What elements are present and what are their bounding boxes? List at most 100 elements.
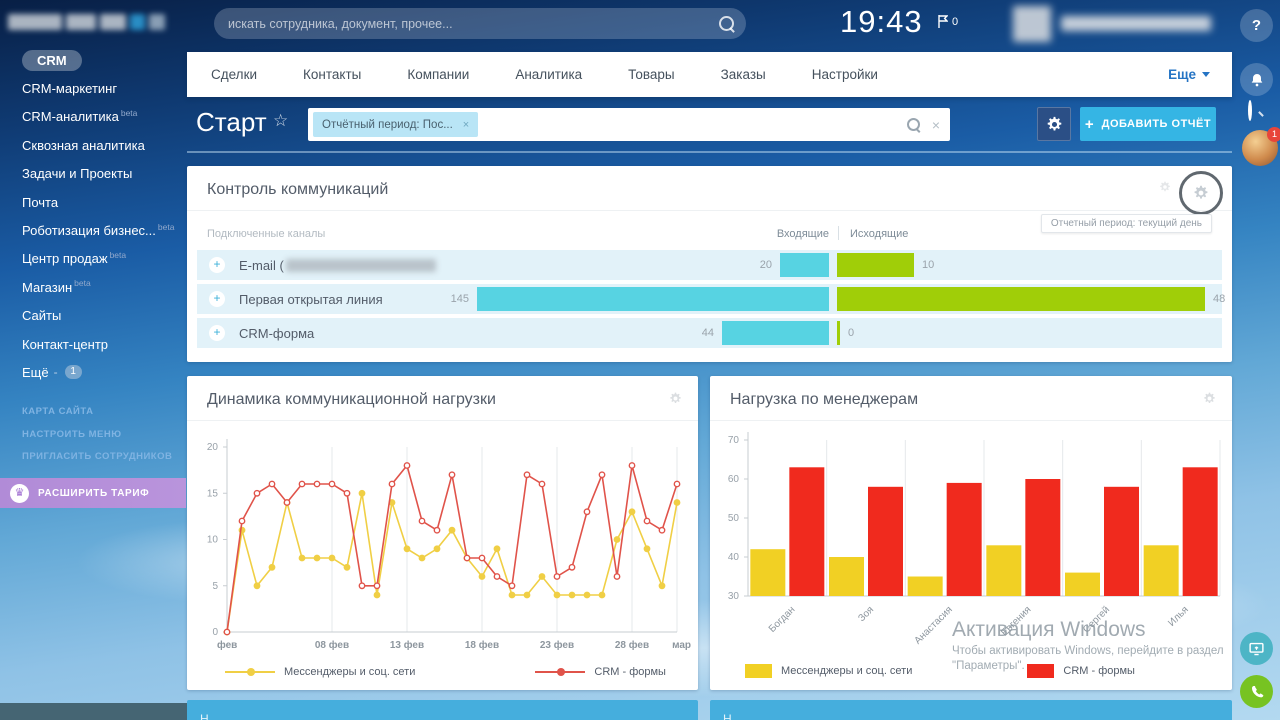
filter-chip-report-period[interactable]: Отчётный период: Пос... <box>313 112 479 137</box>
partial-widget-left: Н... <box>187 700 698 720</box>
sidebar-item-8[interactable]: Центр продаж beta <box>0 245 186 273</box>
widget-settings-gear-icon[interactable] <box>669 392 682 405</box>
upgrade-plan-button[interactable]: РАСШИРИТЬ ТАРИФ <box>0 478 186 508</box>
nav-tab-6[interactable]: Заказы <box>720 67 766 82</box>
svg-text:Анастасия: Анастасия <box>913 604 955 646</box>
dashboard-settings-button[interactable] <box>1037 107 1071 141</box>
svg-text:18 фев: 18 фев <box>465 639 499 651</box>
chevron-icon: - <box>53 365 58 380</box>
svg-text:0: 0 <box>212 627 218 638</box>
screen-share-icon[interactable] <box>1240 632 1273 665</box>
nav-tab-1[interactable]: Сделки <box>211 67 258 82</box>
nav-more-dropdown[interactable]: Еще <box>1168 67 1210 82</box>
crown-icon <box>10 483 29 503</box>
add-report-button[interactable]: ДОБАВИТЬ ОТЧЁТ <box>1080 107 1216 141</box>
sidebar-item-6[interactable]: Почта <box>0 188 186 216</box>
filter-search-icon[interactable] <box>906 118 920 131</box>
expand-plus-icon[interactable]: + <box>209 257 225 273</box>
nav-tab-2[interactable]: Контакты <box>303 67 362 82</box>
current-user-blurred[interactable] <box>1005 6 1233 42</box>
sidebar-item-1[interactable]: CRM <box>0 46 186 74</box>
sidebar-item-2[interactable]: CRM-маркетинг <box>0 74 186 102</box>
channel-label: Первая открытая линия <box>239 292 383 307</box>
nav-tab-4[interactable]: Аналитика <box>515 67 583 82</box>
svg-text:15: 15 <box>207 488 219 499</box>
widget-manager-load: Нагрузка по менеджерам 30 40 50 60 70 Богдан З… <box>710 376 1232 690</box>
sidebar-link-2[interactable]: НАСТРОИТЬ МЕНЮ <box>22 428 122 440</box>
column-divider <box>838 226 839 240</box>
widget-settings-gear-highlighted[interactable] <box>1179 171 1223 215</box>
sidebar-item-4[interactable]: Сквозная аналитика <box>0 131 186 159</box>
channel-row-1[interactable]: + E-mail (20 10 <box>197 250 1222 280</box>
plus-icon <box>1085 116 1094 133</box>
partial-widget-title: Н... <box>200 712 219 720</box>
beta-badge: beta <box>120 107 138 118</box>
partial-widget-title: Н... <box>723 712 742 720</box>
sidebar-item-label: Ещё <box>22 364 49 380</box>
outgoing-value: 48 <box>1213 293 1226 305</box>
bar-chart-svg: 30 40 50 60 70 Богдан Зоя Анастасия Евгения Серге… <box>728 432 1221 647</box>
main-content: Сделки Контакты Компании Аналитика Товары Зак… <box>187 0 1232 720</box>
svg-text:Илья: Илья <box>1166 604 1191 629</box>
svg-text:70: 70 <box>728 435 740 446</box>
global-search-input[interactable] <box>226 15 719 32</box>
filter-clear-icon[interactable] <box>932 117 940 133</box>
widget-extra-icon[interactable] <box>1159 181 1171 193</box>
beta-badge: beta <box>109 249 127 260</box>
incoming-value: 145 <box>450 293 469 305</box>
favorite-star-icon[interactable] <box>273 111 288 131</box>
sidebar-item-label: Задачи и Проекты <box>22 166 133 182</box>
nav-tab-3[interactable]: Компании <box>407 67 470 82</box>
notifications-bell-icon[interactable] <box>1240 63 1273 96</box>
rail-search-icon[interactable] <box>1248 100 1252 121</box>
svg-text:13 фев: 13 фев <box>390 639 424 651</box>
more-count-badge: 1 <box>64 365 82 380</box>
bar-yellow-4 <box>986 545 1022 596</box>
filter-chip-close-icon[interactable] <box>463 119 469 131</box>
bar-red-3 <box>946 482 982 596</box>
sidebar-item-label: Центр продаж <box>22 251 108 267</box>
sidebar-item-10[interactable]: Сайты <box>0 302 186 330</box>
user-avatar[interactable]: 1 <box>1242 127 1280 166</box>
svg-text:30: 30 <box>728 591 740 602</box>
sidebar-link-3[interactable]: ПРИГЛАСИТЬ СОТРУДНИКОВ <box>22 451 173 463</box>
line-series-1 <box>223 489 681 636</box>
sidebar-item-7[interactable]: Роботизация бизнес... beta <box>0 216 186 244</box>
legend-label: CRM - формы <box>1063 665 1135 677</box>
company-logo-blurred[interactable] <box>6 10 176 36</box>
sidebar-link-1[interactable]: КАРТА САЙТА <box>22 406 94 418</box>
widget-settings-gear-icon[interactable] <box>1203 392 1216 405</box>
report-period-tooltip: Отчетный период: текущий день <box>1040 214 1212 233</box>
channel-row-3[interactable]: + CRM-форма 44 0 <box>197 318 1222 348</box>
sidebar-item-11[interactable]: Контакт-центр <box>0 330 186 358</box>
outgoing-bar <box>837 253 914 277</box>
line-chart-legend: Мессенджеры и соц. сети CRM - формы <box>187 666 698 678</box>
bar-chart-legend: Мессенджеры и соц. сети CRM - формы <box>710 664 1232 678</box>
sidebar-item-3[interactable]: CRM-аналитика beta <box>0 103 186 131</box>
global-search[interactable] <box>214 8 746 39</box>
nav-tab-5[interactable]: Товары <box>628 67 675 82</box>
sidebar-item-label: Контакт-центр <box>22 336 109 352</box>
flag-count: 0 <box>952 15 959 28</box>
sidebar-item-5[interactable]: Задачи и Проекты <box>0 160 186 188</box>
sidebar-item-label: Сквозная аналитика <box>22 137 145 153</box>
legend-label: Мессенджеры и соц. сети <box>284 666 416 678</box>
svg-text:Зоя: Зоя <box>856 604 876 624</box>
bar-yellow-6 <box>1143 545 1179 596</box>
sidebar-item-12[interactable]: Ещё -1 <box>0 358 186 386</box>
nav-tab-7[interactable]: Настройки <box>811 67 878 82</box>
help-icon[interactable] <box>1240 9 1273 42</box>
search-icon[interactable] <box>719 16 734 31</box>
plan-flag[interactable]: 0 <box>938 15 958 28</box>
expand-plus-icon[interactable]: + <box>209 291 225 307</box>
channel-row-2[interactable]: + Первая открытая линия 145 48 <box>197 284 1226 314</box>
bar-yellow-3 <box>907 576 943 596</box>
bar-red-4 <box>1025 479 1061 596</box>
phone-call-icon[interactable] <box>1240 675 1273 708</box>
outgoing-bar <box>837 321 840 345</box>
sidebar-item-9[interactable]: Магазин beta <box>0 273 186 301</box>
svg-text:50: 50 <box>728 513 740 524</box>
expand-plus-icon[interactable]: + <box>209 325 225 341</box>
filter-bar[interactable]: Отчётный период: Пос... <box>308 108 950 141</box>
